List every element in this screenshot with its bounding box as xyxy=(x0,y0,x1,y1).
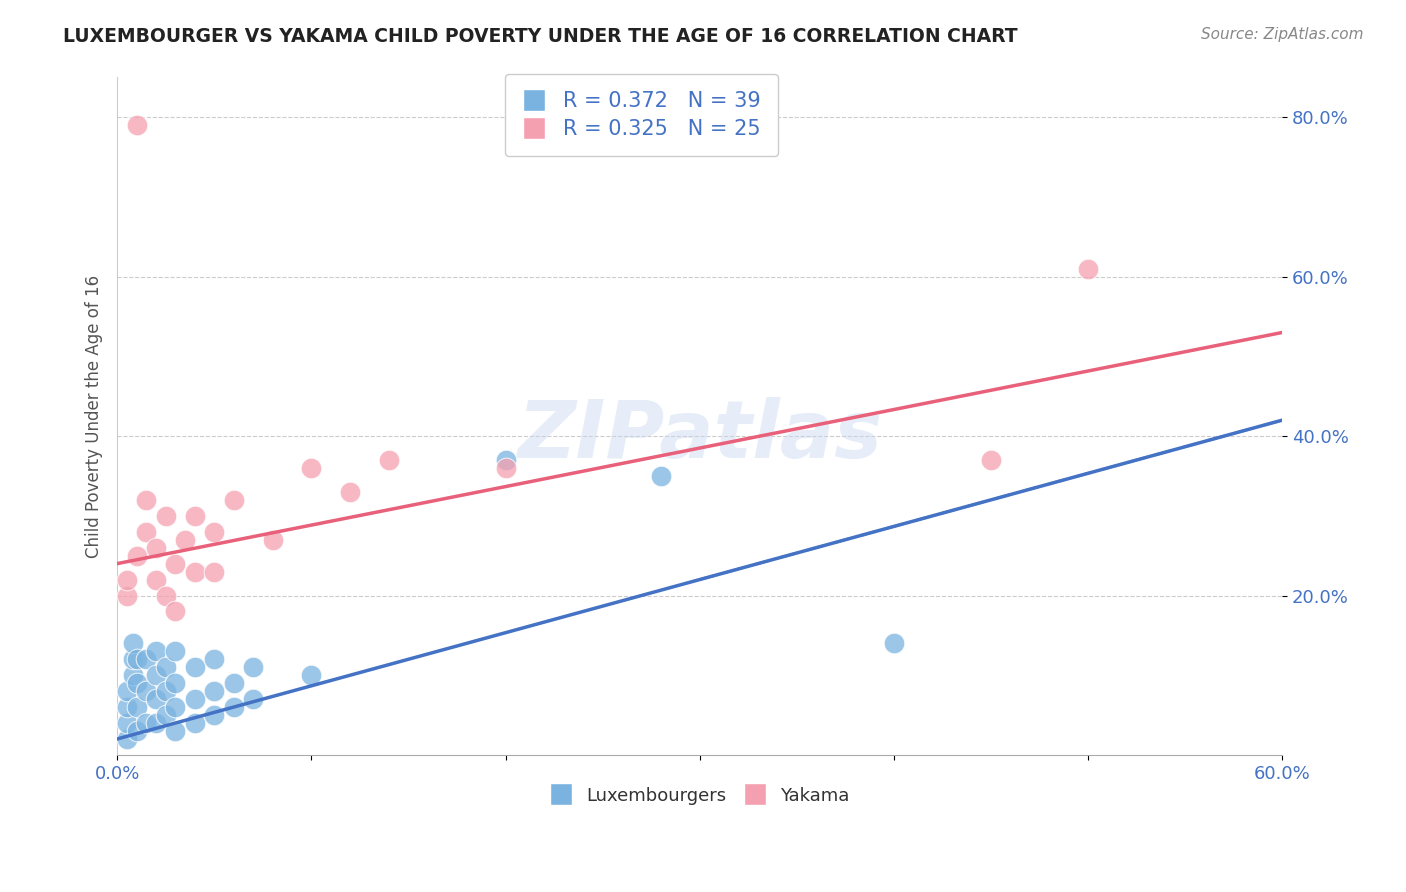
Point xyxy=(202,652,225,666)
Point xyxy=(883,636,905,650)
Point xyxy=(121,636,143,650)
Point xyxy=(165,676,187,690)
Point xyxy=(184,508,207,523)
Point xyxy=(115,589,138,603)
Point xyxy=(135,652,157,666)
Point xyxy=(165,557,187,571)
Point xyxy=(184,716,207,731)
Point xyxy=(242,692,264,706)
Point xyxy=(145,573,167,587)
Point xyxy=(165,723,187,738)
Point xyxy=(115,731,138,746)
Point xyxy=(135,492,157,507)
Point xyxy=(115,700,138,714)
Point xyxy=(165,604,187,618)
Point xyxy=(184,660,207,674)
Point xyxy=(222,700,245,714)
Point xyxy=(125,549,148,563)
Point xyxy=(155,589,177,603)
Point xyxy=(121,652,143,666)
Point xyxy=(145,716,167,731)
Point xyxy=(115,684,138,698)
Point xyxy=(1077,261,1099,276)
Point xyxy=(125,700,148,714)
Point xyxy=(155,708,177,723)
Legend: Luxembourgers, Yakama: Luxembourgers, Yakama xyxy=(541,778,859,814)
Point xyxy=(135,684,157,698)
Point xyxy=(202,708,225,723)
Point xyxy=(125,723,148,738)
Point xyxy=(242,660,264,674)
Point xyxy=(184,565,207,579)
Point xyxy=(174,533,197,547)
Point xyxy=(202,524,225,539)
Point xyxy=(165,644,187,658)
Point xyxy=(299,461,322,475)
Point xyxy=(165,700,187,714)
Point xyxy=(135,716,157,731)
Point xyxy=(202,684,225,698)
Text: Source: ZipAtlas.com: Source: ZipAtlas.com xyxy=(1201,27,1364,42)
Y-axis label: Child Poverty Under the Age of 16: Child Poverty Under the Age of 16 xyxy=(86,275,103,558)
Point xyxy=(378,453,401,467)
Point xyxy=(125,676,148,690)
Text: LUXEMBOURGER VS YAKAMA CHILD POVERTY UNDER THE AGE OF 16 CORRELATION CHART: LUXEMBOURGER VS YAKAMA CHILD POVERTY UND… xyxy=(63,27,1018,45)
Point xyxy=(202,565,225,579)
Point xyxy=(650,469,672,483)
Point xyxy=(125,118,148,132)
Point xyxy=(155,660,177,674)
Point xyxy=(145,541,167,555)
Point xyxy=(115,716,138,731)
Point xyxy=(125,652,148,666)
Point xyxy=(121,668,143,682)
Point xyxy=(135,524,157,539)
Point xyxy=(155,684,177,698)
Point xyxy=(145,668,167,682)
Point xyxy=(222,492,245,507)
Point xyxy=(145,644,167,658)
Point xyxy=(145,692,167,706)
Point xyxy=(339,484,361,499)
Point xyxy=(299,668,322,682)
Point xyxy=(155,508,177,523)
Point xyxy=(184,692,207,706)
Text: ZIPatlas: ZIPatlas xyxy=(517,398,882,475)
Point xyxy=(222,676,245,690)
Point xyxy=(980,453,1002,467)
Point xyxy=(495,461,517,475)
Point xyxy=(495,453,517,467)
Point xyxy=(262,533,284,547)
Point xyxy=(115,573,138,587)
